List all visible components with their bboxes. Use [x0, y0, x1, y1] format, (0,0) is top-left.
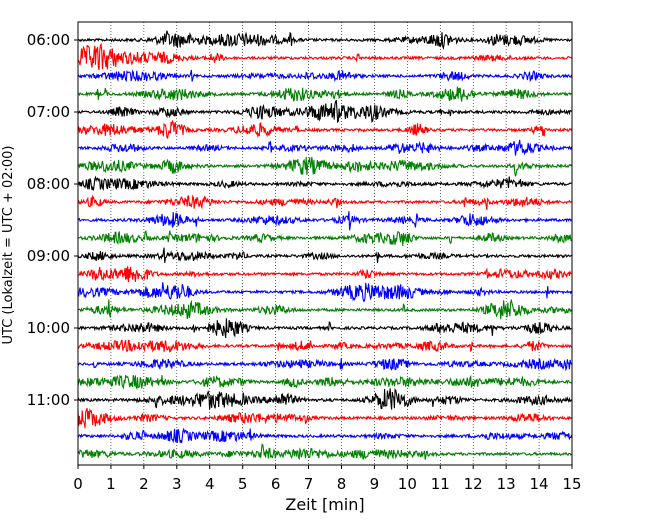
trace-0830: [77, 211, 572, 231]
trace-0730: [77, 139, 573, 156]
trace-0900: [77, 247, 572, 263]
x-tick-label: 15: [562, 475, 581, 493]
x-tick-label: 3: [172, 475, 182, 493]
x-tick-label: 6: [271, 475, 281, 493]
trace-0930: [77, 282, 573, 302]
trace-0815: [77, 194, 572, 210]
x-tick-label: 4: [205, 475, 215, 493]
x-tick-label: 9: [370, 475, 380, 493]
x-tick-label: 1: [106, 475, 116, 493]
trace-0715: [77, 119, 573, 140]
y-tick-label: 10:00: [27, 319, 70, 337]
y-axis-label: UTC (Lokalzeit = UTC + 02:00): [1, 146, 16, 345]
x-tick-label: 14: [530, 475, 549, 493]
x-axis-ticks: 0 1 2 3 4 5 6 7 8 9 10 11 12 13 14 15: [73, 465, 582, 493]
trace-0600: [77, 30, 572, 51]
trace-1015: [77, 339, 572, 353]
trace-0945: [78, 298, 572, 320]
x-axis-label: Zeit [min]: [285, 495, 364, 514]
trace-1045: [77, 374, 572, 391]
x-tick-label: 7: [304, 475, 314, 493]
y-tick-label: 08:00: [27, 175, 70, 193]
vertical-gridlines: [110, 22, 540, 465]
y-axis-ticks: 06:00 07:00 08:00 09:00 10:00 11:00: [27, 31, 78, 409]
x-tick-label: 2: [139, 475, 149, 493]
trace-1115: [77, 407, 572, 429]
trace-0645: [77, 86, 572, 102]
trace-0845: [78, 229, 572, 247]
x-tick-label: 0: [73, 475, 83, 493]
trace-1130: [77, 427, 573, 444]
x-tick-label: 12: [464, 475, 483, 493]
x-tick-label: 13: [497, 475, 516, 493]
y-tick-label: 09:00: [27, 247, 70, 265]
plot-frame: [77, 21, 573, 466]
trace-0615: [77, 42, 572, 71]
y-tick-label: 06:00: [27, 31, 70, 49]
y-tick-label: 07:00: [27, 103, 70, 121]
trace-1100: [77, 388, 572, 410]
seismic-traces: [77, 30, 573, 461]
x-tick-label: 10: [398, 475, 417, 493]
x-tick-label: 8: [337, 475, 347, 493]
trace-1030: [77, 357, 572, 372]
trace-0915: [78, 266, 572, 283]
y-tick-label: 11:00: [27, 391, 70, 409]
trace-0800: [77, 175, 572, 191]
trace-1000: [78, 318, 572, 339]
x-tick-label: 11: [431, 475, 450, 493]
trace-0630: [77, 69, 573, 83]
trace-0700: [77, 99, 572, 124]
x-tick-label: 5: [238, 475, 248, 493]
trace-0745: [77, 156, 572, 177]
trace-1145: [77, 443, 572, 461]
